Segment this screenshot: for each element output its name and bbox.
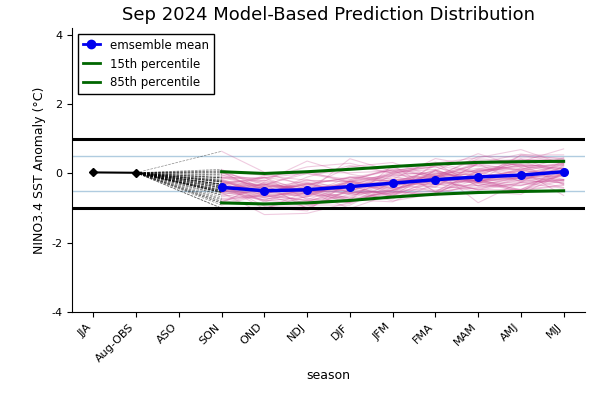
Title: Sep 2024 Model-Based Prediction Distribution: Sep 2024 Model-Based Prediction Distribu… bbox=[122, 6, 535, 24]
Legend: emsemble mean, 15th percentile, 85th percentile: emsemble mean, 15th percentile, 85th per… bbox=[78, 34, 214, 94]
X-axis label: season: season bbox=[307, 369, 350, 382]
Y-axis label: NINO3.4 SST Anomaly (°C): NINO3.4 SST Anomaly (°C) bbox=[32, 86, 46, 254]
